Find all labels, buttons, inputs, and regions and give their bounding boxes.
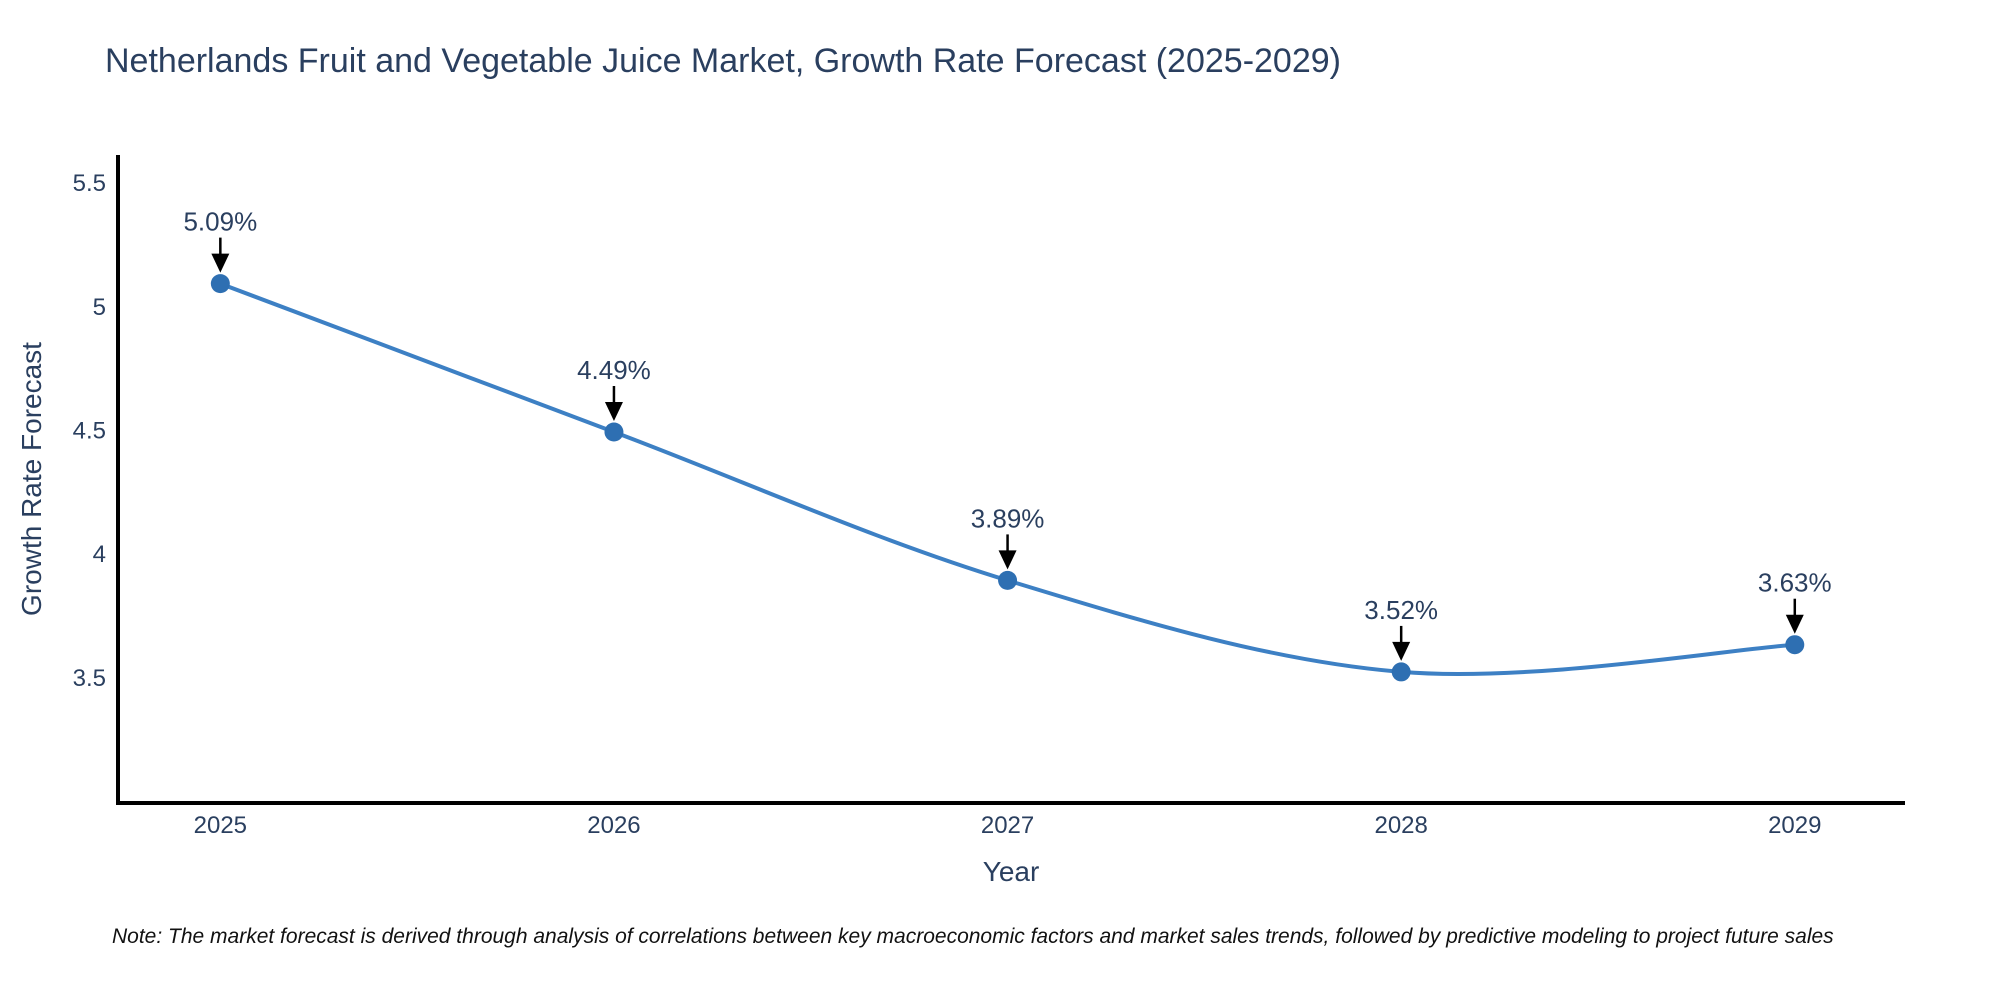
y-tick-label: 3.5: [73, 665, 106, 692]
data-point-marker: [210, 274, 230, 294]
point-value-label: 5.09%: [183, 207, 257, 237]
point-value-label: 3.89%: [971, 503, 1045, 533]
x-tick-label: 2027: [981, 812, 1034, 839]
y-tick-label: 5: [93, 294, 106, 321]
data-point-marker: [604, 422, 624, 442]
chart-title: Netherlands Fruit and Vegetable Juice Ma…: [105, 42, 1341, 80]
y-tick-label: 4: [93, 541, 106, 568]
annotation-arrowhead-icon: [998, 550, 1017, 570]
y-tick-label: 4.5: [73, 418, 106, 445]
x-tick-label: 2025: [194, 812, 247, 839]
footnote: Note: The market forecast is derived thr…: [112, 925, 1834, 948]
data-point-marker: [998, 570, 1018, 590]
forecast-line: [219, 281, 1795, 676]
annotation-arrowhead-icon: [211, 253, 230, 273]
annotation-arrowhead-icon: [1392, 641, 1411, 661]
data-point-marker: [1391, 662, 1411, 682]
x-axis-title: Year: [982, 856, 1040, 887]
y-tick-label: 5.5: [73, 170, 106, 197]
point-value-label: 3.63%: [1758, 568, 1832, 598]
annotation-arrowhead-icon: [1785, 614, 1804, 634]
annotation-arrowhead-icon: [604, 402, 623, 422]
x-tick-label: 2028: [1374, 812, 1427, 839]
point-value-label: 3.52%: [1364, 595, 1438, 625]
point-value-label: 4.49%: [577, 355, 651, 385]
x-tick-label: 2026: [587, 812, 640, 839]
data-point-marker: [1785, 635, 1805, 655]
x-tick-label: 2029: [1768, 812, 1821, 839]
